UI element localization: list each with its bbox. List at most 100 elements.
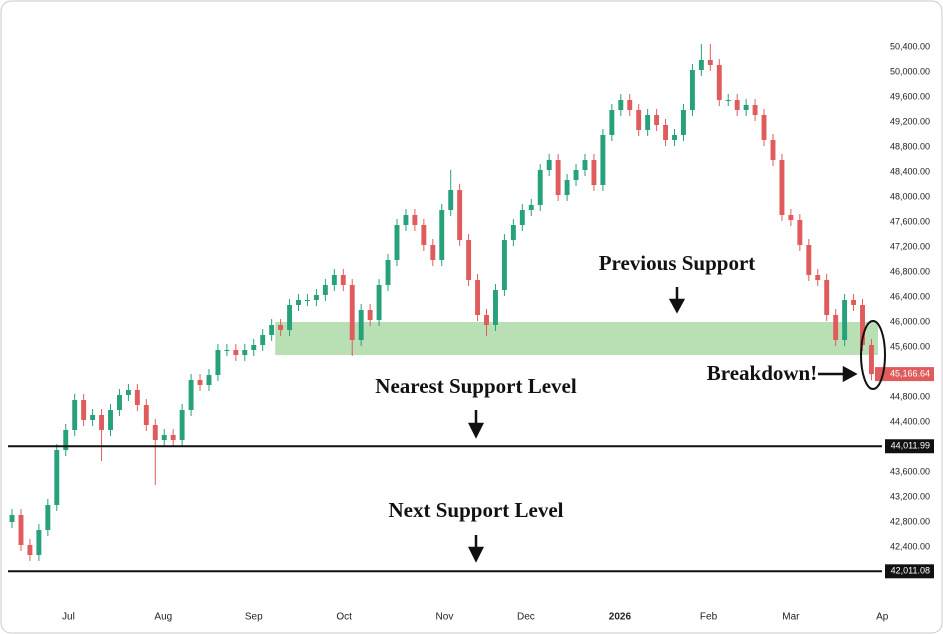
candle-body bbox=[269, 325, 275, 335]
candle-body bbox=[36, 530, 42, 555]
candle-body bbox=[493, 290, 498, 325]
y-tick-label: 47,600.00 bbox=[890, 216, 930, 226]
candle-body bbox=[528, 205, 534, 210]
candle-body bbox=[18, 515, 24, 545]
candle-body bbox=[654, 115, 660, 125]
candle-body bbox=[63, 430, 69, 450]
candle-body bbox=[394, 225, 400, 260]
candle-body bbox=[233, 350, 239, 355]
candle-body bbox=[716, 65, 722, 100]
candle-body bbox=[9, 515, 15, 522]
candle-body bbox=[206, 375, 212, 385]
candle-body bbox=[833, 315, 839, 340]
candle-body bbox=[860, 305, 865, 345]
price-tag bbox=[885, 564, 934, 579]
candle-body bbox=[358, 310, 364, 340]
candle-body bbox=[260, 335, 266, 345]
candle-body bbox=[439, 210, 445, 260]
candle-body bbox=[90, 415, 96, 420]
candle-body bbox=[869, 345, 874, 375]
candle-body bbox=[627, 100, 633, 110]
y-tick-label: 47,200.00 bbox=[890, 241, 930, 251]
candle-body bbox=[188, 380, 194, 410]
candle-body bbox=[475, 280, 481, 315]
candle-body bbox=[125, 390, 131, 395]
candle-body bbox=[313, 295, 319, 300]
arrow bbox=[668, 287, 686, 314]
candle-body bbox=[27, 545, 33, 555]
x-tick-label: Dec bbox=[517, 612, 535, 623]
candle-body bbox=[251, 345, 257, 350]
candle-body bbox=[573, 170, 579, 180]
x-tick-label: 2026 bbox=[609, 612, 632, 623]
candle-body bbox=[108, 410, 113, 430]
candle-body bbox=[152, 425, 158, 440]
candle-body bbox=[663, 125, 669, 140]
candle-body bbox=[689, 70, 695, 110]
price-tag-label: 44,011.99 bbox=[891, 441, 930, 451]
annotation: Breakdown! bbox=[707, 361, 817, 385]
candle-body bbox=[242, 350, 248, 355]
y-tick-label: 50,400.00 bbox=[890, 41, 930, 51]
candle-body bbox=[340, 275, 346, 285]
annotation: Previous Support bbox=[599, 251, 756, 275]
y-tick-label: 45,600.00 bbox=[890, 341, 930, 351]
price-tag bbox=[885, 439, 934, 454]
candle-body bbox=[116, 395, 122, 410]
y-tick-label: 44,400.00 bbox=[890, 416, 930, 426]
candle-body bbox=[349, 285, 355, 340]
x-tick-label: Feb bbox=[700, 612, 718, 623]
candle-body bbox=[645, 115, 651, 130]
y-tick-label: 50,000.00 bbox=[890, 66, 930, 76]
candle-body bbox=[797, 220, 803, 245]
candle-body bbox=[161, 435, 167, 440]
candle-body bbox=[555, 160, 561, 195]
candle-body bbox=[331, 275, 337, 285]
y-tick-label: 46,400.00 bbox=[890, 291, 930, 301]
candle-body bbox=[752, 105, 758, 115]
candle-body bbox=[537, 170, 543, 205]
candle-body bbox=[54, 450, 60, 505]
candle-body bbox=[466, 240, 472, 280]
y-tick-label: 44,800.00 bbox=[890, 391, 930, 401]
candle-body bbox=[179, 410, 185, 440]
arrow bbox=[818, 365, 858, 383]
candle-body bbox=[510, 225, 516, 240]
candle-body bbox=[367, 310, 373, 320]
candle-body bbox=[403, 215, 409, 225]
x-tick-label: Aug bbox=[154, 612, 172, 623]
y-tick-label: 43,600.00 bbox=[890, 466, 930, 476]
x-tick-label: Mar bbox=[782, 612, 800, 623]
candle-body bbox=[215, 350, 221, 375]
candle-body bbox=[430, 245, 436, 260]
candle-body bbox=[170, 435, 176, 440]
candle-body bbox=[842, 300, 848, 340]
candle-body bbox=[672, 135, 677, 140]
highlight-ellipse bbox=[860, 320, 886, 390]
candle-body bbox=[412, 215, 418, 225]
x-tick-label: Oct bbox=[336, 612, 352, 623]
last-price-tag bbox=[875, 367, 934, 382]
candle-body bbox=[81, 400, 87, 420]
y-tick-label: 48,800.00 bbox=[890, 141, 930, 151]
y-tick-label: 46,000.00 bbox=[890, 316, 930, 326]
candle-body bbox=[734, 100, 740, 110]
candle-body bbox=[197, 380, 203, 385]
candle-body bbox=[72, 400, 78, 430]
candle-body bbox=[618, 100, 624, 110]
candle-body bbox=[636, 110, 642, 130]
candle-body bbox=[779, 160, 785, 215]
arrow bbox=[467, 410, 485, 439]
candle-body bbox=[806, 245, 812, 275]
candle-body bbox=[99, 415, 105, 430]
candle-body bbox=[457, 190, 463, 240]
candle-body bbox=[591, 160, 597, 185]
candle-body bbox=[45, 505, 51, 530]
candle-body bbox=[546, 160, 552, 170]
candle-body bbox=[600, 135, 606, 185]
annotation: Next Support Level bbox=[389, 498, 564, 522]
candle-body bbox=[698, 60, 704, 70]
